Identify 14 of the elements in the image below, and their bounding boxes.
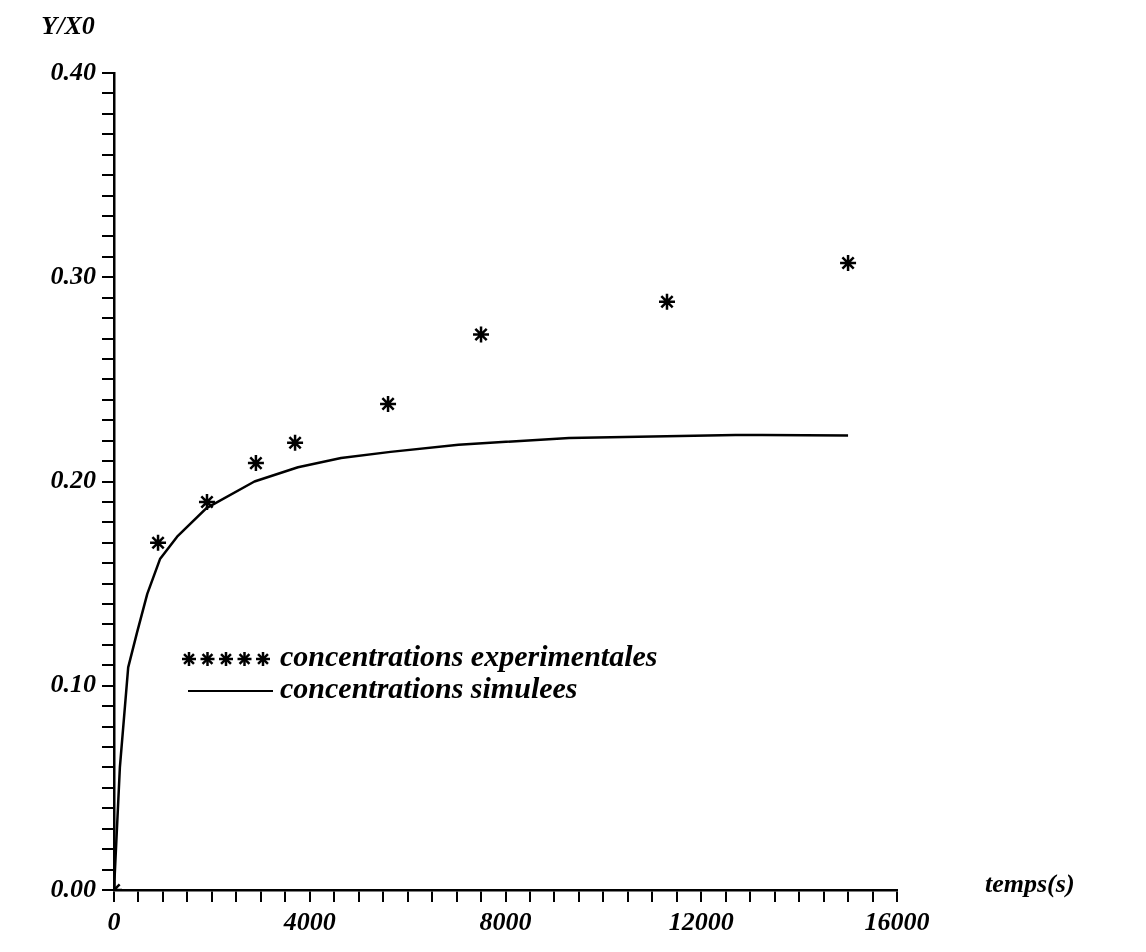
x-tick-label: 8000 xyxy=(479,907,532,937)
y-axis-title: Y/X0 xyxy=(41,10,95,40)
x-tick-label: 12000 xyxy=(668,907,734,937)
x-tick-label: 0 xyxy=(107,907,121,937)
x-axis-title: temps(s) xyxy=(985,868,1075,898)
x-tick-label: 4000 xyxy=(282,907,336,937)
y-tick-label: 0.20 xyxy=(50,465,96,495)
legend-label: concentrations experimentales xyxy=(280,639,658,672)
y-tick-label: 0.00 xyxy=(50,873,96,903)
legend-label: concentrations simulees xyxy=(280,671,578,704)
x-tick-label: 16000 xyxy=(864,907,930,937)
y-tick-label: 0.40 xyxy=(50,56,96,86)
y-tick-label: 0.30 xyxy=(50,260,96,290)
y-tick-label: 0.10 xyxy=(50,669,96,699)
